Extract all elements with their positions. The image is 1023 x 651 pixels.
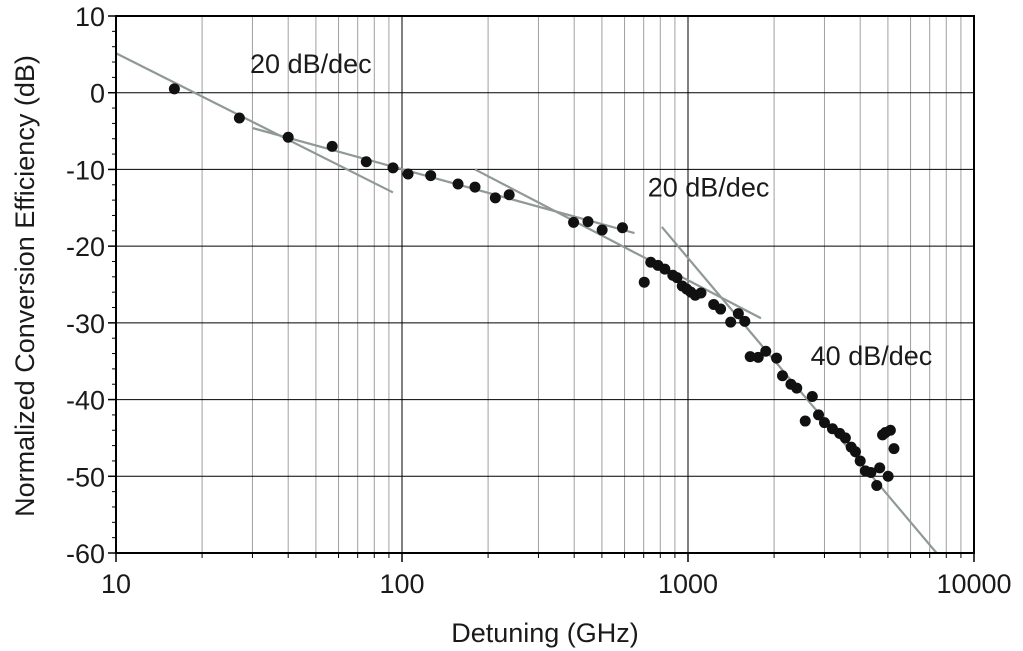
data-point — [744, 351, 756, 363]
data-point — [771, 352, 783, 364]
data-point — [882, 470, 894, 482]
data-point — [402, 168, 414, 180]
data-point — [874, 462, 886, 474]
data-point — [387, 162, 399, 174]
data-point — [326, 140, 338, 152]
fit-lines — [116, 52, 939, 553]
grid-minor — [201, 16, 962, 553]
y-tick-label: -60 — [66, 539, 105, 569]
slope-annotation: 20 dB/dec — [250, 49, 372, 79]
data-point — [791, 382, 803, 394]
slope-annotation: 40 dB/dec — [811, 341, 933, 371]
data-point — [813, 409, 825, 421]
y-tick-label: -10 — [66, 155, 105, 185]
data-point — [671, 272, 683, 284]
x-tick-label: 100 — [379, 569, 424, 599]
data-point — [695, 287, 707, 299]
data-point — [871, 479, 883, 491]
data-point — [799, 415, 811, 427]
data-point — [452, 178, 464, 190]
data-point — [715, 303, 727, 315]
x-tick-label: 1000 — [658, 569, 718, 599]
data-point — [839, 432, 851, 444]
data-point — [752, 351, 764, 363]
data-point — [739, 315, 751, 327]
grid-major — [115, 15, 975, 554]
y-tick-label: 0 — [90, 79, 105, 109]
data-point — [818, 417, 830, 429]
data-point — [582, 216, 594, 228]
data-point — [568, 216, 580, 228]
data-point — [469, 181, 481, 193]
y-tick-label: -30 — [66, 309, 105, 339]
data-point — [776, 370, 788, 382]
y-axis-label: Normalized Conversion Efficiency (dB) — [10, 55, 40, 517]
data-point — [888, 443, 900, 455]
y-tick-label: -50 — [66, 462, 105, 492]
data-point — [282, 131, 294, 143]
data-points — [168, 83, 900, 491]
data-point — [732, 308, 744, 320]
data-point — [638, 276, 650, 288]
data-point — [884, 424, 896, 436]
x-tick-label: 10000 — [936, 569, 1011, 599]
data-point — [854, 455, 866, 467]
data-point — [806, 391, 818, 403]
data-point — [616, 222, 628, 234]
y-tick-label: -20 — [66, 232, 105, 262]
data-point — [659, 263, 671, 275]
data-point — [725, 316, 737, 328]
data-point — [849, 446, 861, 458]
slope-annotation: 20 dB/dec — [648, 172, 770, 202]
data-point — [596, 224, 608, 236]
data-point — [425, 170, 437, 182]
data-point — [360, 156, 372, 168]
data-point — [865, 466, 877, 478]
data-point — [489, 192, 501, 204]
fit-line — [474, 168, 762, 320]
data-point — [503, 189, 515, 201]
axis-ticks — [108, 15, 975, 562]
data-point — [168, 83, 180, 95]
y-tick-label: 10 — [75, 2, 105, 32]
y-tick-label: -40 — [66, 386, 105, 416]
x-tick-label: 10 — [101, 569, 131, 599]
data-point — [233, 112, 245, 124]
x-axis-label: Detuning (GHz) — [451, 618, 639, 648]
fit-line — [660, 226, 939, 553]
fit-line — [252, 126, 635, 235]
fit-line — [116, 52, 394, 194]
x-tick-labels: 10 100 1000 10000 — [101, 569, 1012, 599]
y-tick-labels: 10 0 -10 -20 -30 -40 -50 -60 — [66, 2, 105, 569]
plot-frame — [115, 15, 975, 554]
annotations: 20 dB/dec 20 dB/dec 40 dB/dec — [250, 49, 932, 371]
data-point — [760, 345, 772, 357]
